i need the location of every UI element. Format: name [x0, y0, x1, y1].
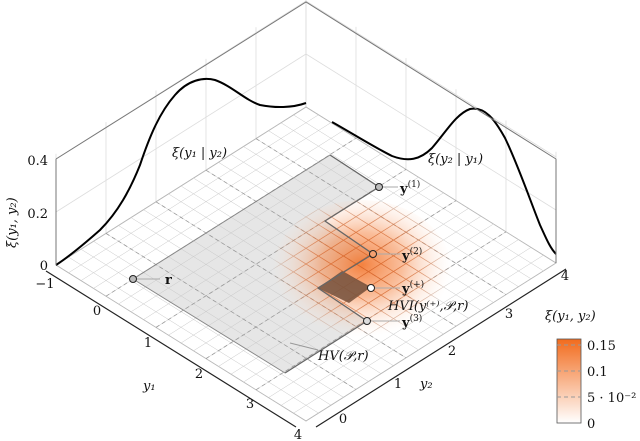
z-tick-label: 0.2 — [27, 207, 48, 222]
mesh-line — [268, 130, 519, 288]
label-yplus: y(+) — [401, 279, 424, 297]
mesh-line — [230, 154, 482, 311]
label-y2: y(2) — [401, 246, 422, 264]
colorbar — [556, 338, 582, 424]
surface-label: ξ(y₁, y₂) — [545, 309, 596, 324]
mesh-line — [130, 217, 382, 374]
mesh-line — [255, 138, 507, 295]
y2-tick-label: 1 — [394, 377, 402, 392]
colorbar-tick-label: 0 — [587, 417, 595, 432]
colorbar-tick-label: 5 · 10⁻² — [587, 391, 636, 406]
mesh-line — [80, 248, 332, 406]
y2-tick-label: 0 — [339, 412, 347, 427]
point-yplus — [367, 284, 400, 292]
colorbar-tick-label: 0.15 — [587, 339, 616, 354]
y1-tick-label: 4 — [294, 428, 302, 441]
mesh-line — [218, 161, 469, 319]
mesh-line — [118, 225, 369, 382]
mesh-line — [143, 209, 394, 367]
y2-tick-label: 3 — [505, 307, 513, 322]
y2-axis-label: y₂ — [419, 377, 433, 392]
mesh-line — [180, 185, 432, 343]
marginal-curve-y2 — [331, 107, 557, 255]
wall-grid-line — [305, 53, 557, 211]
mesh-line — [243, 146, 494, 303]
y2-tick-label: 2 — [448, 344, 456, 359]
mesh-line — [205, 169, 457, 327]
y1-tick-label: 3 — [246, 397, 254, 412]
label-y3: y(3) — [401, 313, 422, 331]
mesh-line — [280, 122, 532, 280]
z-axis-label: ξ(y₁, y₂) — [5, 197, 20, 248]
density-surface — [272, 200, 452, 344]
label-hvi: HVI(y⁽⁺⁾,𝒫,r) — [387, 299, 468, 314]
label-hv: HV(𝒫,r) — [317, 349, 369, 364]
colorbar-tick-label: 0.1 — [587, 365, 608, 380]
hv-leader — [289, 342, 319, 351]
mesh-line — [155, 201, 407, 359]
marginal-label-y2: ξ(y₂ | y₁) — [428, 152, 483, 167]
wall-grid-line — [55, 53, 307, 213]
mesh-line — [305, 106, 557, 264]
y1-tick-label: 1 — [144, 336, 152, 351]
marginal-label-y1: ξ(y₁ | y₂) — [172, 146, 227, 161]
box-top-edges — [55, 1, 557, 160]
mesh-line — [68, 256, 319, 414]
y2-axis-line — [315, 268, 567, 428]
mesh-line — [293, 114, 544, 272]
wall-grid-line — [305, 0, 557, 158]
point-y1 — [375, 183, 398, 191]
mesh-line — [168, 193, 419, 351]
hvi-patch — [318, 271, 371, 303]
label-r: r — [165, 273, 172, 288]
y1-tick-label: −1 — [35, 277, 54, 292]
mesh-line — [105, 233, 357, 390]
mesh-line — [193, 177, 444, 335]
label-y1: y(1) — [399, 179, 420, 197]
point-y3 — [363, 317, 400, 325]
colorbar-ticks — [557, 344, 581, 398]
z-tick-label: 0 — [40, 259, 48, 274]
y2-tick-label: 4 — [561, 269, 569, 284]
marginal-curve-y1 — [55, 77, 307, 266]
y1-axis-line — [45, 270, 297, 428]
mesh-line — [55, 264, 307, 422]
y1-tick-label: 2 — [195, 367, 203, 382]
y1-axis-label: y₁ — [142, 379, 156, 394]
point-y2 — [369, 250, 400, 258]
y1-tick-label: 0 — [93, 304, 101, 319]
mesh-line — [93, 240, 344, 398]
point-r — [129, 275, 160, 283]
z-tick-label: 0.4 — [27, 154, 48, 169]
